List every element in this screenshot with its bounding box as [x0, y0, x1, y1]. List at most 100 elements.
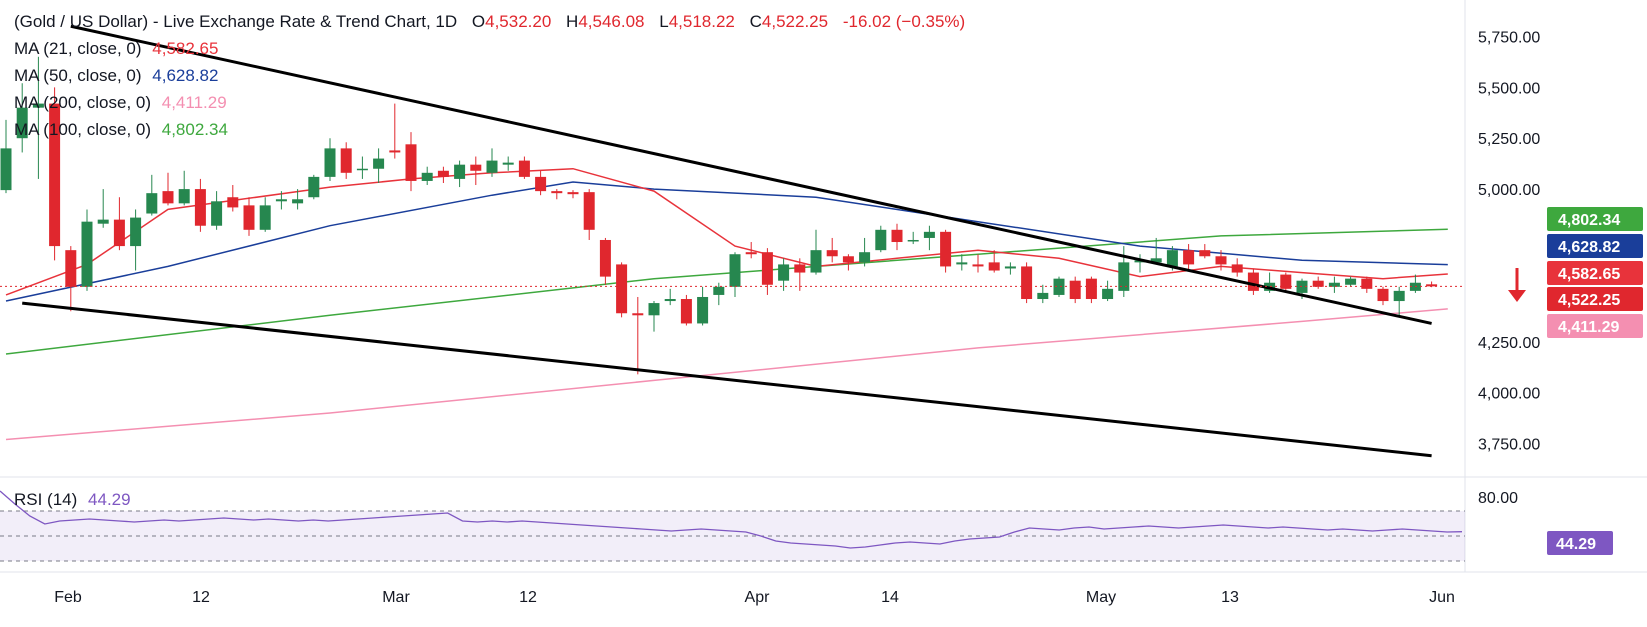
candle-body: [1134, 260, 1146, 263]
candle-body: [729, 254, 741, 287]
badge-ma100: 4,802.34: [1547, 207, 1643, 231]
candle: [972, 254, 984, 273]
candle: [956, 254, 968, 271]
candle-body: [356, 168, 368, 171]
candle-body: [1328, 282, 1340, 287]
candle-body: [259, 205, 271, 230]
candle: [308, 174, 320, 200]
badge-ma50: 4,628.82: [1547, 234, 1643, 258]
candle-body: [551, 191, 563, 194]
moving-averages: [5, 167, 1448, 441]
ma200-line: [5, 308, 1448, 441]
candle-body: [454, 164, 466, 179]
candle: [1199, 244, 1211, 259]
x-tick-label: Jun: [1429, 589, 1455, 606]
candle-body: [486, 160, 498, 173]
x-tick-label: Feb: [54, 589, 82, 606]
candle: [810, 229, 822, 275]
badge-bg: [1547, 314, 1643, 338]
candle-body: [1118, 262, 1130, 291]
legend-ma21-label: MA (21, close, 0): [14, 39, 142, 58]
legend-ma50[interactable]: MA (50, close, 0) 4,628.82: [14, 66, 224, 86]
candle: [486, 148, 498, 177]
candle-body: [405, 144, 417, 181]
legend-rsi-value: 44.29: [88, 490, 131, 509]
legend-rsi[interactable]: RSI (14) 44.29: [14, 490, 137, 510]
candle-body: [32, 103, 44, 108]
candle-body: [664, 299, 676, 302]
badge-last-price: 4,522.25: [1547, 287, 1643, 311]
candle-body: [178, 189, 190, 204]
candle-body: [65, 250, 77, 287]
candle-body: [583, 192, 595, 230]
badge-ma21: 4,582.65: [1547, 261, 1643, 285]
candle: [227, 185, 239, 212]
legend-ma21[interactable]: MA (21, close, 0) 4,582.65: [14, 39, 224, 59]
candle-body: [988, 262, 1000, 271]
badge-rsi: 44.29: [1547, 531, 1613, 555]
candle: [292, 189, 304, 210]
close-value: 4,522.25: [761, 12, 829, 31]
candle-body: [0, 148, 12, 191]
candle: [1053, 276, 1065, 297]
candle: [81, 209, 93, 291]
candle: [502, 156, 514, 171]
candle-body: [518, 160, 530, 177]
candle: [923, 225, 935, 251]
legend-ma100[interactable]: MA (100, close, 0) 4,802.34: [14, 120, 234, 140]
rsi-line: [0, 490, 1463, 549]
candle: [437, 166, 449, 183]
candle-body: [616, 264, 628, 314]
candle-body: [1377, 288, 1389, 302]
candle-body: [243, 205, 255, 230]
candle-body: [940, 231, 952, 267]
candle-body: [745, 252, 757, 255]
candle: [243, 197, 255, 236]
badge-bg: [1547, 207, 1643, 231]
y-tick-label: 5,750.00: [1478, 29, 1540, 46]
candle-body: [1312, 280, 1324, 287]
candle-body: [1037, 292, 1049, 300]
candle-body: [292, 199, 304, 204]
lower-trendline: [22, 301, 1432, 458]
candle: [470, 156, 482, 186]
x-tick-label: Apr: [745, 589, 771, 606]
candle-body: [891, 229, 903, 243]
candle-body: [389, 150, 401, 153]
candle: [32, 56, 44, 179]
candle-body: [130, 217, 142, 247]
candle-body: [1085, 278, 1097, 300]
ma100-line: [5, 228, 1448, 355]
y-tick-label: 4,000.00: [1478, 386, 1540, 403]
badge-text: 4,522.25: [1558, 292, 1620, 309]
candle-body: [470, 164, 482, 171]
x-tick-label: 12: [192, 589, 210, 606]
candle: [988, 250, 1000, 273]
candle-body: [308, 176, 320, 198]
candle-body: [1215, 256, 1227, 265]
candle: [65, 246, 77, 312]
badge-text: 4,802.34: [1558, 212, 1620, 229]
candle-body: [146, 193, 158, 214]
candle-body: [1150, 258, 1162, 263]
candle: [1280, 272, 1292, 291]
candle: [49, 87, 61, 261]
candle: [1004, 262, 1016, 275]
candle: [356, 156, 368, 179]
candle-body: [875, 229, 887, 251]
badge-bg: [1547, 531, 1613, 555]
legend-ma200[interactable]: MA (200, close, 0) 4,411.29: [14, 93, 233, 113]
candle: [697, 286, 709, 326]
candle: [130, 209, 142, 271]
legend-ma100-value: 4,802.34: [161, 120, 228, 139]
badge-ma200: 4,411.29: [1547, 314, 1643, 338]
candle: [178, 170, 190, 206]
candle: [97, 189, 109, 228]
down-arrow-icon: [1508, 268, 1526, 302]
badge-text: 4,411.29: [1558, 319, 1620, 336]
change-value: -16.02 (−0.35%): [842, 12, 966, 31]
candle: [1134, 254, 1146, 273]
candle-body: [1199, 250, 1211, 257]
candle-body: [859, 252, 871, 263]
